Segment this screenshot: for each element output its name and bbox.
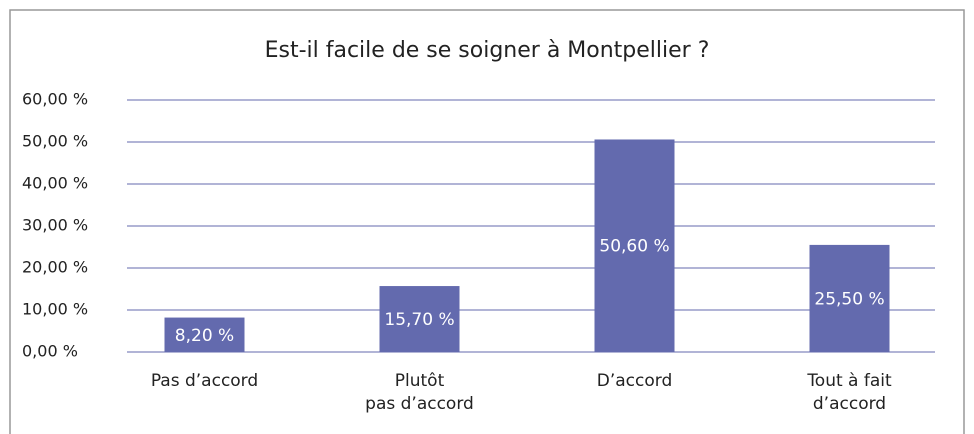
x-tick-label: D’accord [597,371,673,391]
x-tick-label: Plutôt pas d’accord [365,371,474,414]
data-label: 15,70 % [384,310,454,330]
data-label: 8,20 % [175,326,234,346]
chart-title: Est-il facile de se soigner à Montpellie… [265,38,710,63]
y-tick-label: 0,00 % [22,342,78,361]
y-tick-label: 20,00 % [22,258,88,277]
bar [594,139,675,352]
y-tick-label: 40,00 % [22,174,88,193]
y-tick-label: 10,00 % [22,300,88,319]
data-label: 25,50 % [814,289,884,309]
frame [9,9,965,434]
y-tick-label: 50,00 % [22,132,88,151]
data-label: 50,60 % [599,237,669,257]
x-tick-label: Tout à fait d’accord [806,371,892,414]
y-tick-label: 30,00 % [22,216,88,235]
x-tick-label: Pas d’accord [151,371,258,391]
y-tick-label: 60,00 % [22,90,88,109]
bar [809,244,890,352]
bar [379,286,460,352]
bar [164,317,245,352]
